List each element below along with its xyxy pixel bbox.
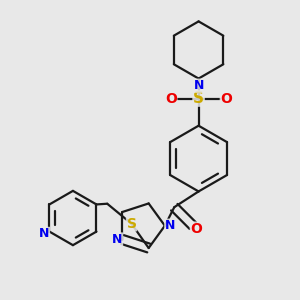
Text: O: O: [220, 92, 232, 106]
Text: S: S: [127, 217, 136, 231]
Text: N: N: [194, 79, 204, 92]
Text: O: O: [165, 92, 177, 106]
Text: N: N: [112, 233, 122, 246]
Text: N: N: [39, 227, 50, 240]
Text: S: S: [193, 91, 204, 106]
Text: N: N: [165, 219, 175, 232]
Text: O: O: [190, 222, 202, 236]
